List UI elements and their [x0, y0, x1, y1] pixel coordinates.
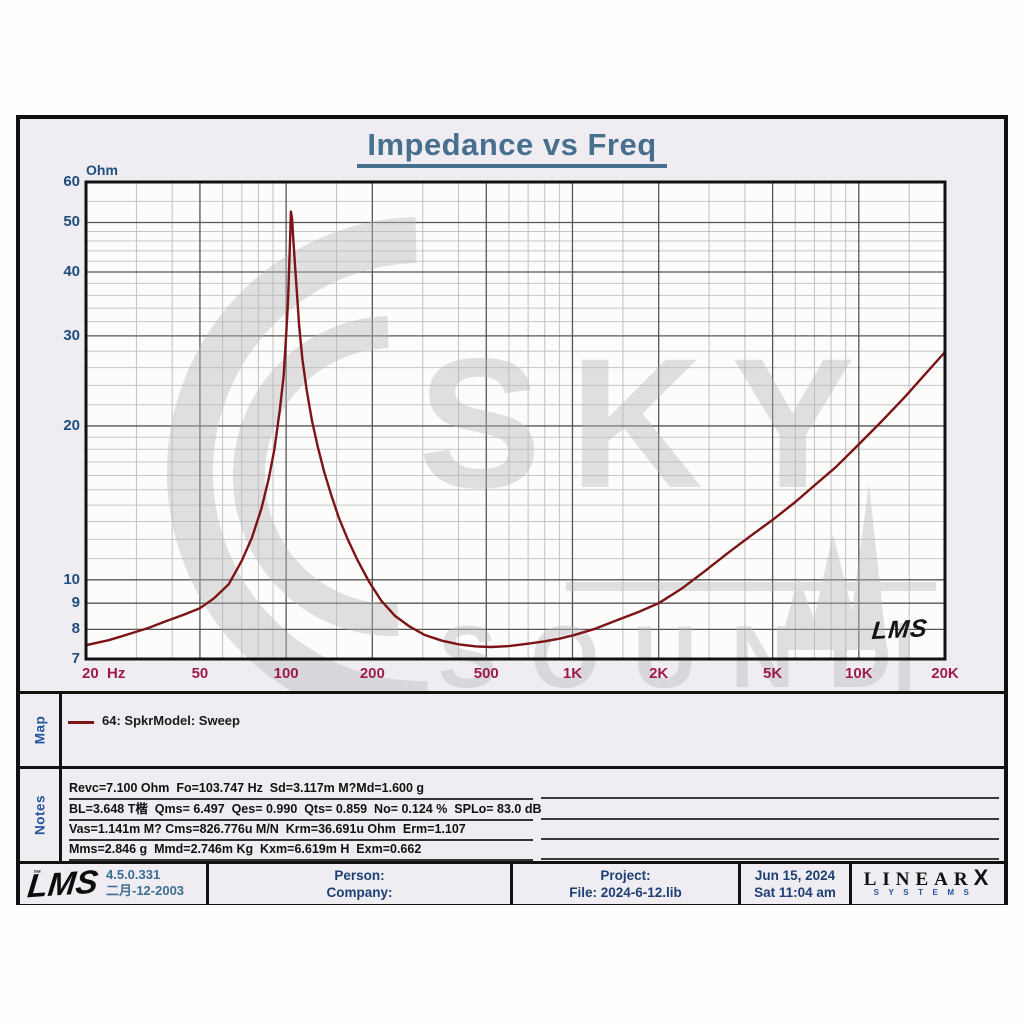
watermark-word-sound: SOUND: [438, 607, 926, 706]
y-tick-label: 30: [63, 326, 80, 344]
notes-panel: Notes Revc=7.100 Ohm Fo=103.747 Hz Sd=3.…: [20, 766, 1004, 861]
y-axis-unit-label: Ohm: [86, 162, 118, 178]
x-tick-label: 100: [273, 665, 299, 682]
file-label: File: 2024-6-12.lib: [569, 885, 682, 900]
x-tick-label: 10K: [845, 665, 873, 682]
notes-side-cell: Notes: [20, 769, 62, 861]
app-version: 4.5.0.331: [106, 867, 161, 882]
x-tick-label: 200: [359, 665, 385, 682]
linearx-systems-label: SYSTEMS: [873, 888, 979, 897]
y-tick-label: 40: [63, 263, 80, 281]
notes-line: Vas=1.141m M? Cms=826.776u M/N Krm=36.69…: [69, 822, 533, 841]
title-bar: Impedance vs Freq: [20, 127, 1004, 168]
notes-blank-line: [541, 797, 999, 799]
footer-lms-cell: ™ LMS 4.5.0.331 二月-12-2003: [20, 862, 209, 905]
linearx-logo: LINEARX: [863, 865, 989, 890]
notes-blank-line: [541, 817, 999, 820]
notes-blank-line: [541, 858, 999, 860]
legend-line-swatch: [68, 721, 94, 724]
x-tick-label: 20 Hz: [82, 665, 126, 682]
company-label: Company:: [326, 885, 393, 900]
impedance-plot: SKY SOUND|: [84, 180, 947, 728]
notes-blank-line: [541, 838, 999, 840]
watermark-bar: |: [892, 607, 917, 707]
lms-logo: ™ LMS: [25, 862, 101, 905]
y-tick-label: 60: [63, 173, 80, 190]
sky-sound-watermark: SKY SOUND|: [167, 217, 936, 728]
footer-project-cell: Project: File: 2024-6-12.lib: [513, 864, 741, 904]
y-tick-label: 9: [71, 594, 80, 612]
map-panel-label: Map: [32, 715, 47, 745]
project-label: Project:: [600, 868, 651, 883]
y-tick-label: 7: [71, 650, 80, 667]
x-tick-label: 20K: [931, 665, 959, 682]
y-tick-label: 20: [63, 416, 80, 434]
report-date: Jun 15, 2024: [754, 868, 836, 883]
watermark-waveform: [779, 484, 887, 650]
footer-bar: ™ LMS 4.5.0.331 二月-12-2003 Person: Compan…: [20, 861, 1004, 904]
watermark-swoosh-outer: [167, 217, 429, 728]
person-label: Person:: [334, 868, 385, 883]
plot-frame: [84, 180, 947, 661]
watermark-swoosh-inner: [232, 316, 399, 637]
map-panel: Map 64: SpkrModel: Sweep: [20, 691, 1004, 766]
footer-datetime-cell: Jun 15, 2024 Sat 11:04 am: [741, 864, 852, 904]
impedance-curve: [84, 210, 947, 649]
report-time: Sat 11:04 am: [754, 885, 836, 900]
footer-brand-cell: LINEARX SYSTEMS: [852, 864, 1000, 904]
footer-person-cell: Person: Company:: [209, 864, 513, 904]
x-tick-label: 2K: [649, 665, 669, 682]
lms-plot-signature: LMS: [870, 614, 930, 646]
report-page: Impedance vs Freq Ohm SKY SOUND | 60 50 40 30…: [16, 115, 1008, 905]
linearx-x: X: [973, 865, 989, 890]
x-tick-label: 1K: [562, 665, 583, 682]
notes-line: Mms=2.846 g Mmd=2.746m Kg Kxm=6.619m H E…: [69, 842, 533, 861]
lms-trademark: ™: [32, 868, 42, 879]
x-tick-label: 5K: [763, 665, 783, 682]
y-tick-label: 10: [63, 570, 80, 588]
y-tick-label: 50: [63, 213, 80, 231]
map-side-cell: Map: [20, 694, 62, 766]
app-version-date: 二月-12-2003: [106, 883, 185, 898]
x-tick-label: 500: [473, 665, 499, 682]
x-tick-label: 50: [191, 665, 209, 682]
version-block: 4.5.0.331 二月-12-2003: [106, 867, 184, 899]
watermark-band: [566, 582, 936, 591]
legend-entry: 64: SpkrModel: Sweep: [102, 713, 240, 728]
notes-line: Revc=7.100 Ohm Fo=103.747 Hz Sd=3.117m M…: [69, 781, 533, 800]
page-title: Impedance vs Freq: [357, 127, 667, 168]
y-tick-label: 8: [71, 620, 80, 638]
watermark-word-sky: SKY: [418, 321, 882, 527]
notes-line: BL=3.648 T楷 Qms= 6.497 Qes= 0.990 Qts= 0…: [69, 802, 541, 821]
notes-panel-label: Notes: [32, 794, 47, 836]
